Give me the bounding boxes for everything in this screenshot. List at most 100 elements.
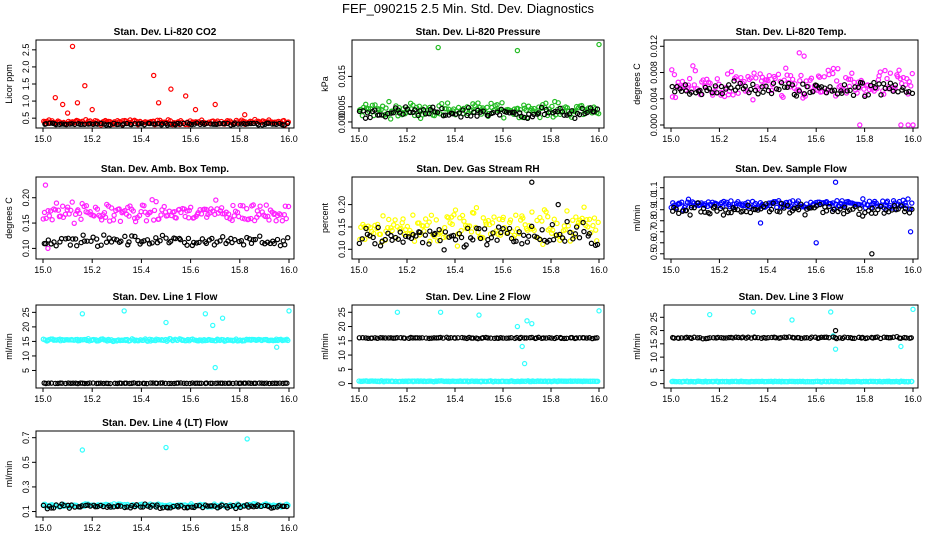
data-point	[878, 203, 884, 210]
data-point	[551, 216, 557, 222]
data-point	[669, 83, 675, 90]
data-point	[444, 100, 451, 106]
panel-title: Stan. Dev. Line 1 Flow	[113, 292, 218, 303]
data-point	[564, 105, 571, 111]
data-point	[511, 378, 518, 385]
data-point	[745, 202, 751, 208]
data-point	[263, 202, 269, 208]
data-point	[755, 207, 761, 213]
data-point	[573, 214, 579, 220]
data-point	[441, 224, 448, 231]
y-tick-label: 0.005	[337, 96, 347, 119]
x-tick-label: 15.6	[807, 134, 825, 144]
data-point	[439, 100, 445, 107]
y-tick-label: 0.5	[21, 112, 31, 125]
x-tick-label: 16.0	[904, 134, 922, 144]
data-point	[377, 231, 384, 237]
data-point	[768, 206, 775, 213]
data-point	[735, 90, 741, 96]
data-point	[175, 380, 181, 386]
data-point	[723, 335, 729, 341]
data-point	[59, 203, 66, 209]
data-point	[815, 73, 822, 79]
data-point	[284, 380, 290, 386]
data-point	[64, 110, 71, 116]
data-point	[549, 227, 556, 233]
data-point	[150, 72, 157, 79]
data-point	[474, 113, 480, 119]
data-point	[908, 83, 914, 89]
data-point	[45, 245, 51, 252]
data-point	[851, 79, 857, 86]
data-point	[62, 380, 69, 387]
data-point	[543, 100, 549, 106]
data-point	[129, 233, 135, 239]
data-point	[452, 335, 458, 341]
panel-title: Stan. Dev. Li-820 Pressure	[416, 27, 541, 38]
data-point	[499, 216, 506, 223]
data-point	[801, 335, 808, 341]
data-point	[62, 337, 68, 343]
data-point	[422, 216, 429, 222]
data-point	[707, 211, 713, 217]
data-point	[163, 319, 169, 326]
data-point	[362, 115, 369, 121]
data-point	[450, 232, 457, 239]
data-point	[687, 212, 693, 218]
data-point	[64, 204, 71, 210]
data-point	[442, 112, 449, 118]
data-point	[898, 203, 904, 209]
data-point	[111, 212, 117, 218]
data-point	[427, 238, 433, 245]
data-point	[152, 121, 158, 127]
data-point	[707, 311, 713, 318]
data-point	[51, 239, 57, 245]
y-tick-label: 0.8	[649, 214, 659, 227]
data-point	[876, 81, 882, 87]
data-point	[385, 110, 391, 117]
data-point	[262, 213, 269, 220]
data-point	[800, 81, 806, 87]
data-point	[669, 67, 675, 73]
y-axis-label: degrees C	[632, 63, 642, 105]
data-point	[737, 80, 743, 87]
data-point	[141, 380, 148, 387]
data-point	[68, 380, 74, 387]
x-tick-label: 15.2	[711, 134, 729, 144]
data-point	[193, 502, 199, 509]
data-point	[274, 236, 281, 243]
data-point	[865, 92, 872, 98]
data-point	[521, 335, 528, 341]
data-point	[813, 240, 819, 246]
data-point	[898, 343, 904, 350]
data-point	[359, 236, 365, 242]
data-point	[907, 229, 914, 235]
data-point	[175, 504, 181, 510]
data-point	[221, 120, 228, 127]
data-point	[276, 120, 283, 127]
data-point	[419, 239, 426, 246]
data-point	[118, 238, 124, 244]
data-point	[416, 335, 423, 341]
series-1	[669, 306, 916, 385]
data-point	[781, 205, 787, 211]
data-point	[149, 240, 155, 246]
data-point	[426, 241, 432, 247]
data-point	[745, 334, 751, 340]
data-point	[887, 334, 894, 341]
panel-8: Stan. Dev. Line 2 Flow 15.0 15.2 15.4 15.6 15…	[320, 292, 608, 404]
data-point	[131, 380, 137, 386]
y-tick-label: 5	[21, 368, 31, 373]
plot-frame	[35, 430, 295, 518]
data-point	[229, 217, 235, 224]
data-point	[595, 378, 601, 385]
series-1	[356, 308, 602, 385]
data-point	[910, 306, 916, 313]
data-point	[576, 234, 583, 241]
data-point	[468, 113, 474, 119]
data-point	[123, 380, 129, 386]
data-point	[833, 78, 840, 84]
y-tick-label: 2.5	[21, 44, 31, 57]
data-point	[69, 121, 75, 127]
y-tick-label: 10	[21, 351, 31, 361]
